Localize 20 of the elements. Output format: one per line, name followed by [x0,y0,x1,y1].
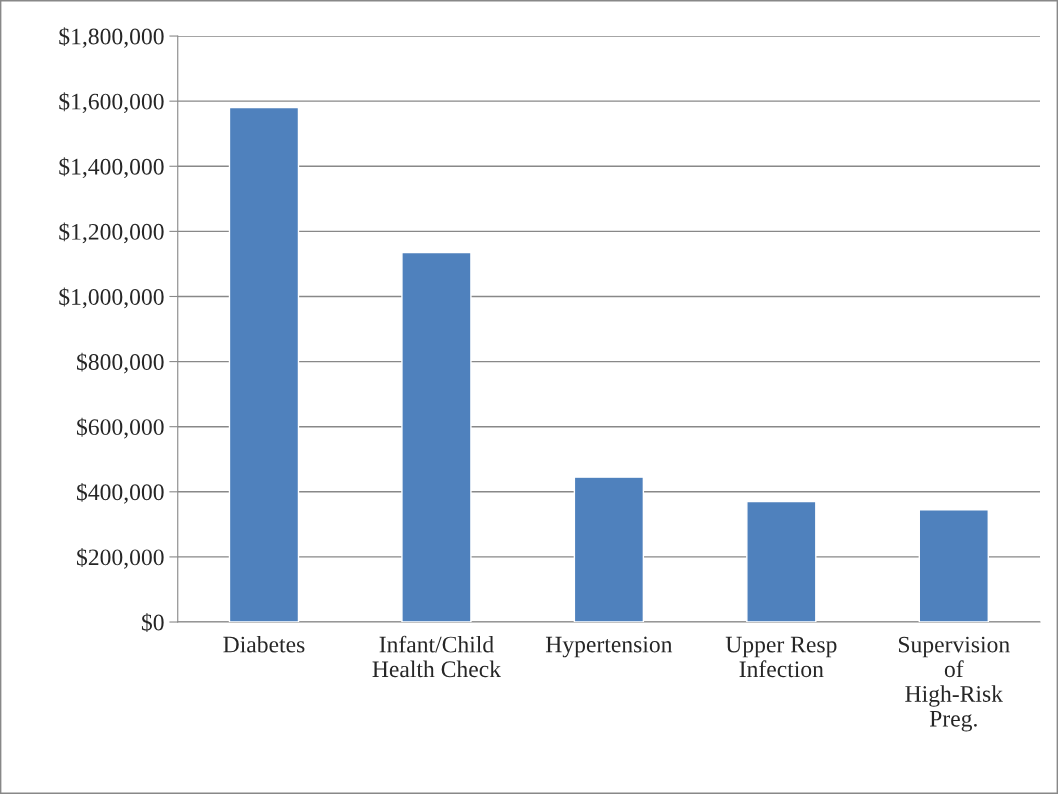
y-tick-label: $1,600,000 [59,92,164,113]
x-tick-label: Diabetes [223,635,305,653]
y-tick-label: $1,000,000 [59,287,164,309]
y-tick-label: $1,200,000 [59,222,164,244]
x-tick-label: Hypertension [545,636,673,658]
y-tick-label: $1,800,000 [59,27,164,48]
x-tick-label: Infant/Child Health Check [372,635,501,678]
x-tick-label: Upper Resp Infection [725,636,837,678]
x-tick-label: Supervision of High-Risk Preg. [898,636,1010,732]
bar [228,106,300,623]
bar [573,476,645,623]
y-tick-label: $200,000 [77,548,164,569]
bar [918,509,989,623]
y-tick-label: $0 [141,613,164,633]
y-tick-label: $1,400,000 [59,157,164,179]
bar [401,251,472,623]
bar [746,500,817,623]
y-tick-label: $800,000 [77,352,164,374]
y-tick-label: $400,000 [77,482,164,504]
y-tick-label: $600,000 [77,417,164,439]
